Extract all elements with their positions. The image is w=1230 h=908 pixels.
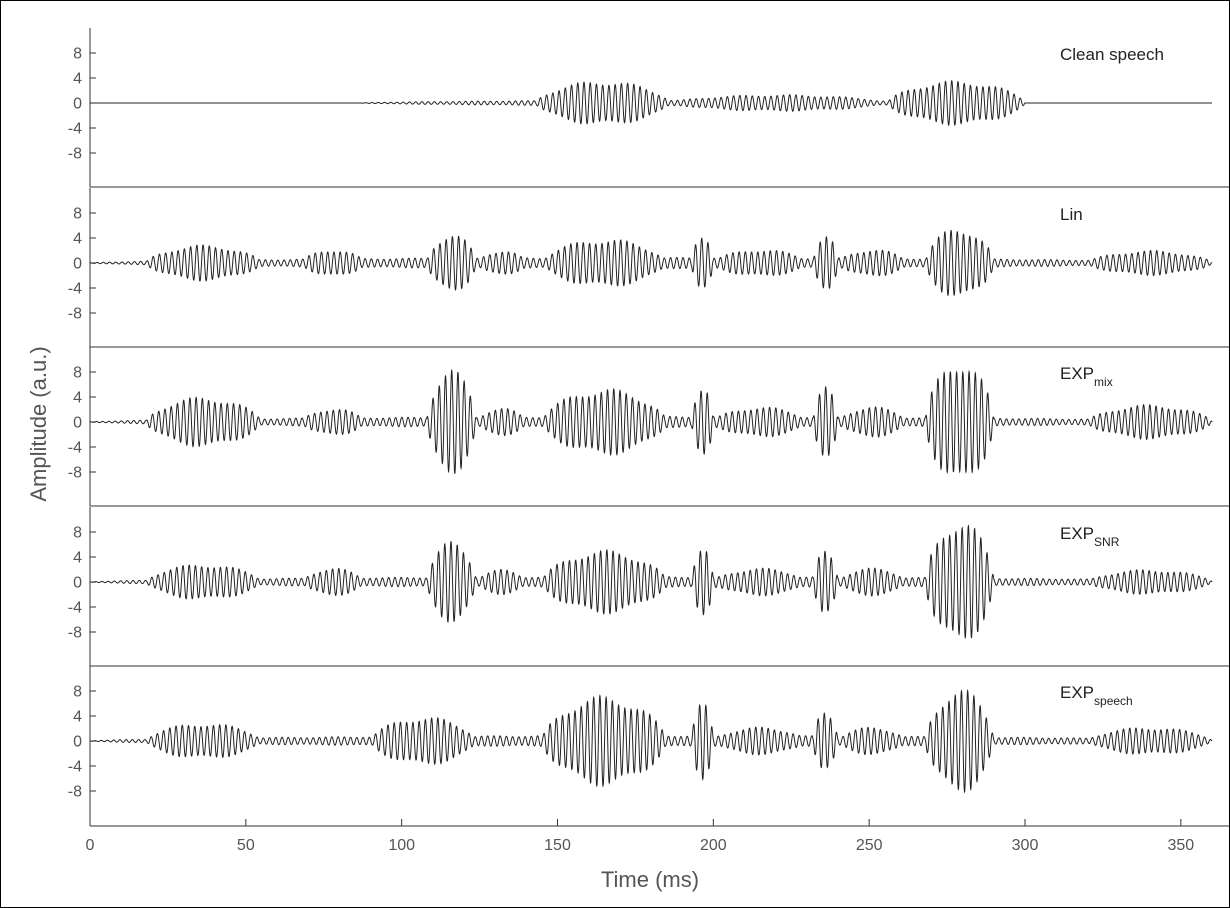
y-tick-label: -8 (68, 784, 82, 801)
panel-label: Clean speech (1060, 45, 1164, 64)
y-axis-label: Amplitude (a.u.) (26, 346, 51, 501)
y-tick-label: 8 (73, 525, 82, 542)
panels-group: 8 4 0 -4 -8 Clean speech 8 4 0 -4 -8 Lin 8 4 0 -4 -8 EXPm… (68, 28, 1229, 825)
y-tick-label: 0 (73, 415, 82, 432)
x-tick-label: 350 (1167, 837, 1194, 854)
y-tick-label: 4 (73, 390, 82, 407)
x-tick-label: 0 (86, 837, 95, 854)
y-tick-label: 4 (73, 709, 82, 726)
x-tick-label: 150 (544, 837, 571, 854)
x-tick-label: 50 (237, 837, 255, 854)
panel-2: 8 4 0 -4 -8 Lin (68, 188, 1229, 348)
y-tick-label: 4 (73, 231, 82, 248)
y-tick-label: -4 (68, 440, 82, 457)
y-tick-label: 4 (73, 550, 82, 567)
x-tick-label: 250 (856, 837, 883, 854)
x-tick-label: 100 (388, 837, 415, 854)
waveform-series (89, 229, 1213, 296)
y-tick-label: -4 (68, 759, 82, 776)
waveform-series (89, 524, 1213, 640)
panel-label: Lin (1060, 205, 1083, 224)
y-tick-label: -8 (68, 465, 82, 482)
y-tick-label: 0 (73, 256, 82, 273)
panel-label: EXPmix (1060, 364, 1113, 389)
y-tick-label: -8 (68, 146, 82, 163)
waveform-series (89, 368, 1213, 475)
y-tick-label: 8 (73, 206, 82, 223)
panel-1: 8 4 0 -4 -8 Clean speech (68, 28, 1229, 188)
y-tick-label: 8 (73, 46, 82, 63)
y-tick-label: -4 (68, 600, 82, 617)
waveform-series (90, 79, 1212, 127)
y-tick-label: 0 (73, 575, 82, 592)
x-axis-label: Time (ms) (601, 867, 699, 892)
y-tick-label: 8 (73, 684, 82, 701)
panel-label: EXPspeech (1060, 683, 1133, 708)
y-tick-label: 0 (73, 734, 82, 751)
panel-3: 8 4 0 -4 -8 EXPmix (68, 347, 1229, 507)
panel-5: 8 4 0 -4 -8 EXPspeech (68, 666, 1213, 825)
x-axis: 0 50 100 150 200 250 300 350 (86, 819, 1229, 854)
panel-label: EXPSNR (1060, 524, 1120, 549)
y-tick-label: 8 (73, 365, 82, 382)
waveform-series (89, 688, 1213, 794)
y-tick-label: -4 (68, 281, 82, 298)
y-tick-label: -8 (68, 306, 82, 323)
y-tick-label: 0 (73, 96, 82, 113)
x-tick-label: 200 (700, 837, 727, 854)
x-tick-label: 300 (1012, 837, 1039, 854)
y-tick-label: 4 (73, 71, 82, 88)
panel-4: 8 4 0 -4 -8 EXPSNR (68, 507, 1229, 667)
y-tick-label: -8 (68, 625, 82, 642)
y-tick-label: -4 (68, 121, 82, 138)
